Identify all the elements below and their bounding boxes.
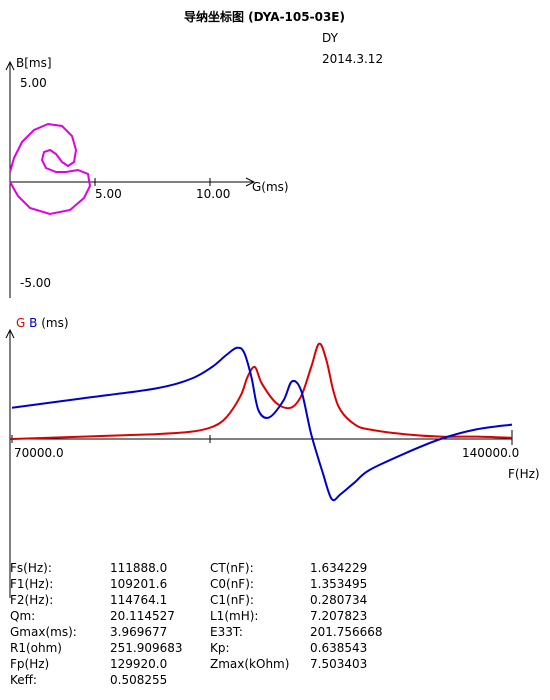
param-value: 1.634229 [310,561,368,575]
b-susceptance-curve [11,346,513,502]
operator-label: DY [322,31,338,45]
param-label: E33T: [210,625,243,639]
legend-b: B [29,316,38,330]
legend-g: G [16,316,26,330]
param-label: CT(nF): [210,561,254,575]
param-label: R1(ohm) [10,641,62,655]
param-value: 3.969677 [110,625,168,639]
chart-title: 导纳坐标图 (DYA-105-03E) [184,10,345,24]
circle-xtick-5: 5.00 [95,187,122,201]
param-value: 7.207823 [310,609,368,623]
param-value: 201.756668 [310,625,383,639]
param-label: F2(Hz): [10,593,54,607]
param-value: 1.353495 [310,577,368,591]
param-label: L1(mH): [210,609,259,623]
param-label: Fp(Hz) [10,657,50,671]
param-label: Qm: [10,609,36,623]
param-value: 0.638543 [310,641,368,655]
param-label: Gmax(ms): [10,625,77,639]
param-label: C1(nF): [210,593,254,607]
param-label: Zmax(kOhm) [210,657,290,671]
param-value: 0.280734 [310,593,368,607]
circle-ytick-top: 5.00 [20,76,47,90]
circle-x-arrow [245,177,256,187]
circle-x-label: G(ms) [252,180,289,194]
param-value: 129920.0 [110,657,168,671]
param-value: 20.114527 [110,609,175,623]
param-label: F1(Hz): [10,577,54,591]
param-label: Fs(Hz): [10,561,52,575]
param-value: 111888.0 [110,561,168,575]
freq-x-end: 140000.0 [462,446,520,460]
date-label: 2014.3.12 [322,52,384,66]
param-label: Kp: [210,641,230,655]
admittance-circle-curve [9,122,92,216]
param-value: 0.508255 [110,673,168,687]
g-conductance-curve [11,342,513,440]
circle-ytick-bottom: -5.00 [20,276,52,290]
freq-x-start: 70000.0 [14,446,64,460]
param-label: Keff: [10,673,37,687]
legend-unit: (ms) [41,316,69,330]
param-label: C0(nF): [210,577,254,591]
freq-x-label: F(Hz) [508,467,540,481]
param-value: 114764.1 [110,593,168,607]
circle-y-arrow [5,60,15,71]
param-value: 109201.6 [110,577,168,591]
circle-y-label: B[ms] [16,56,52,70]
param-value: 7.503403 [310,657,368,671]
param-value: 251.909683 [110,641,183,655]
circle-xtick-10: 10.00 [196,187,231,201]
freq-y-arrow [5,328,15,339]
freq-legend: G B (ms) [16,316,69,330]
